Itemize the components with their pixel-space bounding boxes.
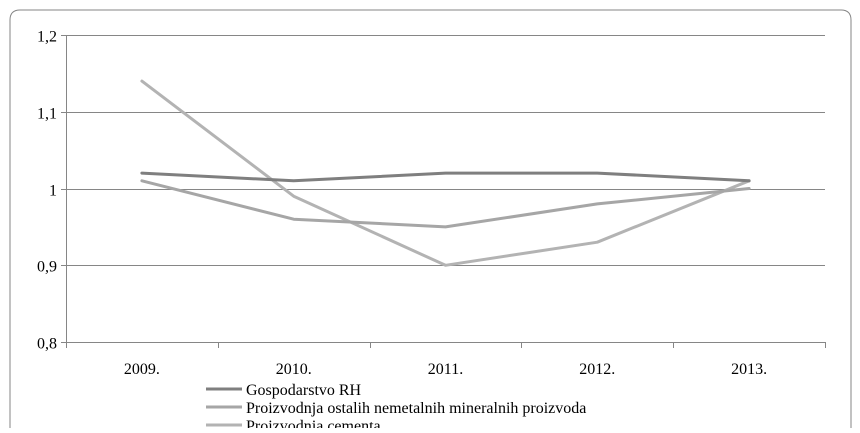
series-line [140,79,751,267]
y-tick-labels: 0,8 0,9 1 1,1 1,2 [37,29,57,353]
series-line [140,171,751,183]
axes [61,35,826,348]
legend-item: Proizvodnja ostalih nemetalnih mineralni… [206,400,586,417]
series-line [140,179,751,229]
gridlines [66,35,825,266]
legend-label: Gospodarstvo RH [246,382,362,399]
series-lines [140,79,751,267]
x-tick-labels: 2009. 2010. 2011. 2012. 2013. [124,361,767,378]
x-tick-label: 2013. [731,361,767,378]
legend-label: Proizvodnja ostalih nemetalnih mineralni… [246,400,586,417]
y-tick-label: 1 [49,183,57,200]
legend-item: Proizvodnja cementa [206,418,381,433]
legend-item: Gospodarstvo RH [206,382,362,399]
chart-border [9,9,852,428]
y-tick-label: 1,1 [37,106,57,123]
x-tick-label: 2012. [579,361,615,378]
x-tick-label: 2009. [124,361,160,378]
y-tick-label: 1,2 [37,29,57,46]
y-tick-label: 0,8 [37,336,57,353]
legend-label: Proizvodnja cementa [246,418,381,428]
x-tick-label: 2011. [428,361,463,378]
y-tick-label: 0,9 [37,259,57,276]
x-tick-label: 2010. [276,361,312,378]
